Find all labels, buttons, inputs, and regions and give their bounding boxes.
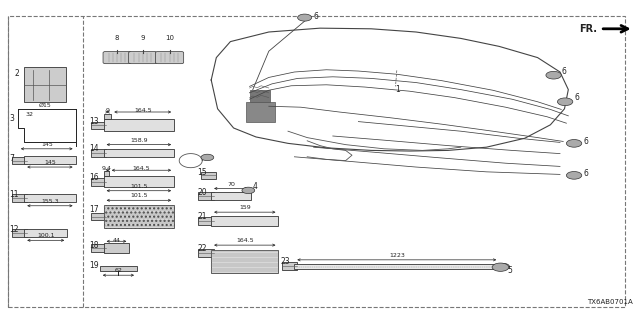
Text: 22: 22: [197, 244, 207, 253]
Bar: [198, 192, 214, 200]
Text: 62: 62: [115, 268, 122, 273]
Bar: [91, 213, 106, 220]
Bar: [24, 156, 76, 164]
Text: FR.: FR.: [579, 24, 597, 34]
Text: 159: 159: [239, 205, 251, 210]
Text: 164.5: 164.5: [134, 108, 152, 113]
Text: 158.9: 158.9: [130, 138, 148, 143]
Bar: [91, 122, 106, 129]
Text: 155.3: 155.3: [41, 199, 59, 204]
Circle shape: [497, 263, 509, 270]
Bar: [104, 119, 174, 131]
Bar: [12, 194, 27, 202]
Circle shape: [201, 154, 214, 161]
Bar: [104, 243, 129, 253]
Text: 23: 23: [280, 257, 290, 266]
Text: 6: 6: [314, 12, 319, 20]
Text: 15: 15: [197, 168, 207, 177]
Text: 9.4: 9.4: [101, 166, 111, 172]
Circle shape: [566, 172, 582, 179]
Text: 4: 4: [253, 182, 258, 191]
Text: 5: 5: [507, 266, 512, 275]
Bar: [91, 244, 106, 252]
Text: 6: 6: [583, 169, 588, 178]
Bar: [198, 217, 214, 225]
Text: 21: 21: [197, 212, 207, 221]
Text: 2: 2: [14, 69, 19, 78]
Text: 16: 16: [90, 173, 99, 182]
Bar: [294, 264, 499, 269]
Text: TX6AB0701A: TX6AB0701A: [587, 299, 632, 305]
Text: 32: 32: [26, 112, 34, 117]
Bar: [104, 114, 111, 119]
Bar: [24, 229, 67, 237]
Circle shape: [546, 71, 561, 79]
Text: 44: 44: [113, 237, 120, 243]
Text: 164.5: 164.5: [236, 238, 253, 243]
Text: 100.1: 100.1: [37, 233, 54, 238]
Text: 3: 3: [10, 114, 15, 123]
Bar: [12, 157, 27, 164]
Bar: [201, 172, 216, 179]
Text: 70: 70: [227, 181, 235, 187]
Bar: [282, 262, 297, 270]
Text: 6: 6: [583, 137, 588, 146]
Circle shape: [557, 98, 573, 106]
Bar: [104, 171, 109, 176]
Text: 1223: 1223: [389, 253, 404, 258]
Text: 9: 9: [106, 108, 109, 113]
Text: 164.5: 164.5: [132, 166, 150, 172]
Text: 1: 1: [396, 85, 400, 94]
Text: 19: 19: [90, 261, 99, 270]
Text: 17: 17: [90, 205, 99, 214]
Text: 145: 145: [44, 160, 56, 165]
Circle shape: [242, 187, 255, 194]
Bar: [211, 216, 278, 226]
Bar: [246, 102, 275, 122]
Text: 10: 10: [165, 36, 174, 41]
Bar: [104, 205, 174, 228]
Text: 12: 12: [10, 225, 19, 234]
Text: 6: 6: [562, 67, 567, 76]
Text: 11: 11: [10, 190, 19, 199]
Bar: [91, 149, 106, 157]
Bar: [24, 194, 76, 202]
Bar: [104, 176, 174, 187]
Bar: [104, 149, 174, 157]
Bar: [100, 266, 137, 271]
Bar: [250, 90, 270, 102]
Text: 20: 20: [197, 188, 207, 197]
Text: 101.5: 101.5: [130, 193, 148, 198]
Bar: [198, 249, 214, 257]
Text: 18: 18: [90, 241, 99, 250]
Text: 14: 14: [90, 144, 99, 153]
Text: 145: 145: [41, 142, 52, 147]
Bar: [12, 229, 27, 237]
Circle shape: [298, 14, 312, 21]
Text: 9: 9: [140, 36, 145, 41]
Bar: [211, 250, 278, 273]
Text: 7: 7: [10, 154, 15, 163]
Bar: [91, 178, 106, 186]
Bar: [24, 67, 66, 102]
Text: 8: 8: [115, 36, 120, 41]
Text: Ø15: Ø15: [38, 102, 51, 108]
Bar: [211, 192, 251, 200]
Text: 6: 6: [574, 93, 579, 102]
Circle shape: [566, 140, 582, 147]
Text: 13: 13: [90, 117, 99, 126]
Text: 101.5: 101.5: [130, 184, 148, 189]
FancyBboxPatch shape: [156, 52, 184, 64]
Circle shape: [492, 263, 509, 271]
FancyBboxPatch shape: [129, 52, 157, 64]
FancyBboxPatch shape: [103, 52, 131, 64]
